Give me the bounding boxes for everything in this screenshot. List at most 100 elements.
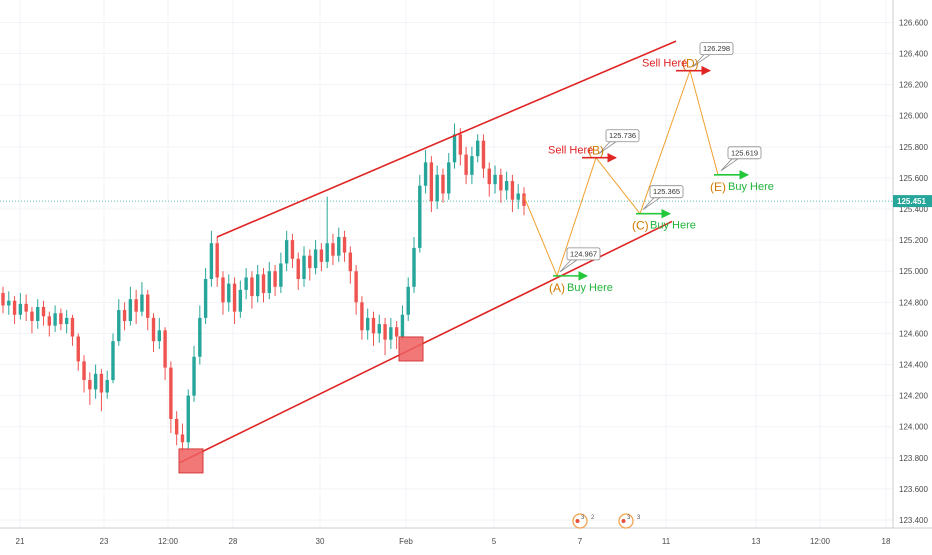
candle-body — [30, 311, 34, 321]
candle-body — [122, 310, 127, 321]
candle-body — [313, 249, 318, 269]
x-tick-label: 13 — [752, 537, 761, 546]
wave-letter: (D) — [682, 57, 699, 71]
pivot-box — [398, 336, 424, 362]
candle-body — [203, 278, 208, 318]
candle-body — [377, 324, 381, 334]
candle-body — [88, 380, 92, 390]
y-tick-label: 124.600 — [899, 329, 928, 338]
candle-body — [53, 313, 57, 326]
candle-body — [481, 140, 486, 169]
candle-body — [389, 327, 393, 340]
candle-body — [93, 373, 98, 390]
candle-body — [82, 361, 86, 381]
candle-body — [180, 434, 185, 443]
sell-here-label: Sell Here — [548, 145, 593, 157]
candle-body — [516, 193, 520, 200]
wave-a: 124.967 (A) Buy Here — [549, 247, 613, 295]
x-tick-label: 12:00 — [810, 537, 831, 546]
candle-body — [267, 271, 271, 293]
y-tick-label: 126.000 — [899, 112, 928, 121]
candle-body — [41, 306, 46, 317]
candle-body — [470, 156, 474, 175]
candle-body — [296, 258, 300, 279]
last-price-label: 125.451 — [897, 197, 926, 206]
candle-body — [163, 330, 167, 368]
candle-body — [302, 255, 306, 279]
y-tick-label: 126.400 — [899, 50, 928, 59]
candle-body — [510, 181, 515, 200]
candle-body — [59, 313, 63, 325]
candle-body — [493, 174, 497, 185]
candle-body — [174, 418, 179, 435]
grid-lines — [0, 0, 893, 528]
channel-upper-line — [216, 40, 677, 238]
candle-body — [475, 140, 480, 157]
wave-c: 125.365 (C) Buy Here — [632, 185, 696, 233]
candle-body — [198, 317, 202, 357]
y-tick-label: 125.800 — [899, 143, 928, 152]
wave-letter: (E) — [710, 180, 726, 194]
candle-body — [429, 162, 434, 202]
event-marker-count: 3 — [581, 515, 585, 521]
candle-body — [458, 134, 463, 155]
candle-body — [18, 303, 23, 315]
candle-body — [337, 237, 341, 256]
y-tick-label: 125.200 — [899, 236, 928, 245]
candle-body — [128, 299, 133, 321]
candle-body — [36, 306, 40, 321]
candle-body — [348, 252, 353, 272]
candle-body — [111, 341, 115, 381]
y-tick-label: 125.000 — [899, 267, 928, 276]
candle-body — [244, 277, 248, 290]
event-marker-dot — [575, 519, 580, 523]
price-callout-text: 125.736 — [609, 131, 636, 140]
y-tick-label: 123.600 — [899, 485, 928, 494]
candle-body — [383, 324, 387, 340]
y-tick-label: 124.000 — [899, 423, 928, 432]
wave-letter: (B) — [588, 144, 604, 158]
candle-body — [522, 193, 526, 206]
x-tick-label: 21 — [16, 537, 25, 546]
y-tick-label: 125.600 — [899, 174, 928, 183]
candle-body — [308, 255, 312, 269]
wave-letter: (A) — [549, 281, 565, 295]
y-tick-label: 126.200 — [899, 81, 928, 90]
candle-body — [140, 294, 144, 312]
candle-body — [342, 237, 347, 253]
candle-body — [117, 310, 121, 342]
event-marker-count: 3 — [627, 515, 631, 521]
candle-body — [452, 134, 457, 163]
candle-body — [418, 185, 422, 248]
candle-body — [169, 367, 173, 419]
candle-body — [360, 302, 364, 331]
candle-body — [354, 271, 358, 303]
y-tick-label: 123.800 — [899, 454, 928, 463]
candle-body — [64, 317, 69, 325]
wave-e: 125.619 (E) Buy Here — [710, 146, 774, 194]
candle-body — [279, 263, 283, 287]
candle-body — [238, 289, 243, 312]
candle-body — [319, 249, 324, 262]
projection-path — [523, 68, 719, 278]
price-callout — [649, 185, 684, 199]
candle-body — [47, 316, 52, 326]
candle-body — [371, 317, 376, 334]
candle-body — [24, 303, 28, 312]
x-tick-label: 5 — [492, 537, 497, 546]
candle-body — [406, 286, 410, 315]
buy-here-label: Buy Here — [567, 282, 613, 294]
candle-body — [157, 330, 161, 342]
price-callout — [727, 146, 762, 160]
event-marker-extra: 2 — [591, 515, 595, 521]
x-tick-label: Feb — [399, 537, 413, 546]
candle-body — [325, 243, 329, 262]
candle-body — [12, 300, 17, 315]
candle-body — [7, 300, 11, 306]
candle-body — [99, 373, 104, 393]
y-tick-label: 124.800 — [899, 298, 928, 307]
buy-here-label: Buy Here — [650, 220, 696, 232]
candle-body — [290, 240, 295, 259]
candle-body — [423, 162, 428, 186]
